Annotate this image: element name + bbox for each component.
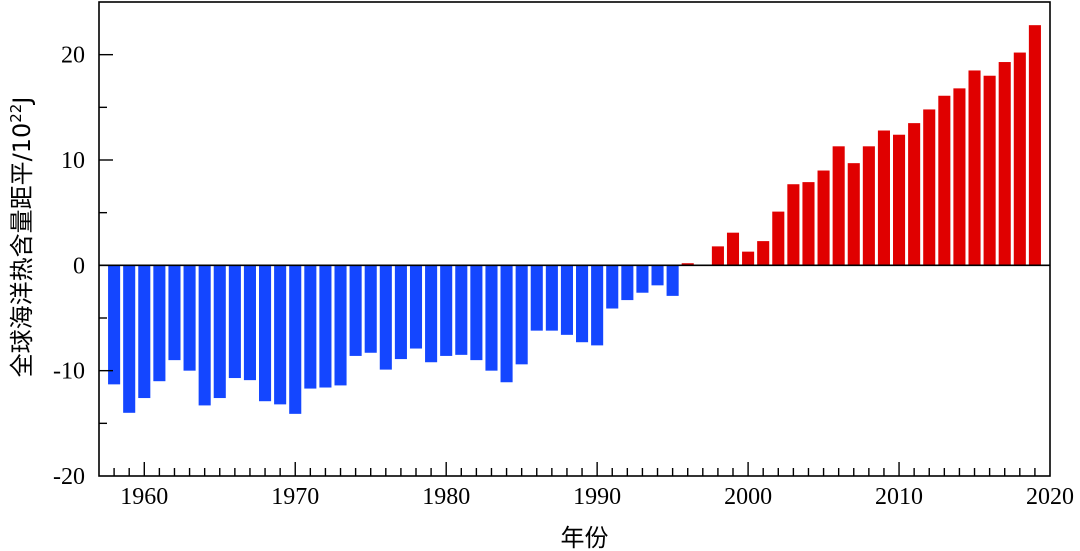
bar-2013 bbox=[938, 95, 951, 266]
bar-1962 bbox=[168, 265, 181, 361]
y-tick-label-0: 0 bbox=[73, 253, 85, 279]
bar-2017 bbox=[998, 62, 1011, 266]
bar-1970 bbox=[289, 265, 302, 414]
bar-1986 bbox=[530, 265, 543, 331]
bar-1979 bbox=[425, 265, 438, 363]
bar-2019 bbox=[1028, 25, 1041, 266]
bar-2003 bbox=[787, 184, 800, 266]
bar-1984 bbox=[500, 265, 513, 383]
plot-frame bbox=[98, 1, 1051, 477]
bar-1989 bbox=[576, 265, 589, 343]
bar-1983 bbox=[485, 265, 498, 371]
bar-1958 bbox=[108, 265, 121, 385]
bar-1982 bbox=[470, 265, 483, 361]
y-tick-label-20: 20 bbox=[61, 43, 85, 69]
x-tick-label-1990: 1990 bbox=[573, 484, 621, 510]
bar-1998 bbox=[711, 246, 724, 266]
bar-1964 bbox=[198, 265, 211, 406]
bar-2010 bbox=[893, 134, 906, 266]
axes-group bbox=[98, 1, 1051, 477]
y-tick-label--10: -10 bbox=[53, 359, 85, 385]
bar-1974 bbox=[349, 265, 362, 356]
bar-2000 bbox=[742, 251, 755, 266]
x-tick-label-1980: 1980 bbox=[422, 484, 470, 510]
bar-2008 bbox=[862, 146, 875, 266]
y-tick-label-10: 10 bbox=[61, 148, 85, 174]
bar-1976 bbox=[379, 265, 392, 370]
bar-1994 bbox=[651, 265, 664, 286]
x-tick-label-2020: 2020 bbox=[1026, 484, 1074, 510]
bar-2018 bbox=[1013, 52, 1026, 266]
bar-1990 bbox=[591, 265, 604, 346]
x-tick-label-1970: 1970 bbox=[271, 484, 319, 510]
bar-1981 bbox=[455, 265, 468, 355]
bar-2015 bbox=[968, 70, 981, 266]
bar-2002 bbox=[772, 211, 785, 266]
bars-group bbox=[108, 25, 1041, 414]
bar-1963 bbox=[183, 265, 196, 371]
bar-1980 bbox=[440, 265, 453, 356]
bar-1992 bbox=[621, 265, 634, 301]
bar-2009 bbox=[877, 130, 890, 266]
bar-1966 bbox=[228, 265, 241, 379]
bar-1975 bbox=[364, 265, 377, 353]
bar-2004 bbox=[802, 182, 815, 266]
bar-1985 bbox=[515, 265, 528, 365]
y-axis-title: 全球海洋热含量距平/1022J bbox=[7, 97, 36, 378]
bar-2014 bbox=[953, 88, 966, 266]
y-tick-label--20: -20 bbox=[53, 464, 85, 490]
bar-1968 bbox=[259, 265, 272, 402]
bar-1972 bbox=[319, 265, 332, 388]
bar-1973 bbox=[334, 265, 347, 386]
y-axis-title-unit: J bbox=[8, 97, 36, 106]
y-axis-title-main: 全球海洋热含量距平/10 bbox=[8, 123, 36, 378]
bar-2011 bbox=[908, 123, 921, 266]
bar-2007 bbox=[847, 163, 860, 266]
bar-1969 bbox=[274, 265, 287, 405]
bar-1988 bbox=[560, 265, 573, 335]
bar-1971 bbox=[304, 265, 317, 389]
x-tick-label-1960: 1960 bbox=[120, 484, 168, 510]
bar-1967 bbox=[243, 265, 256, 381]
bar-1977 bbox=[394, 265, 407, 360]
bar-2006 bbox=[832, 146, 845, 266]
bar-2012 bbox=[923, 109, 936, 266]
bar-1987 bbox=[545, 265, 558, 331]
bar-1965 bbox=[213, 265, 226, 399]
bar-1959 bbox=[123, 265, 136, 413]
bar-2016 bbox=[983, 75, 996, 266]
x-tick-label-2010: 2010 bbox=[875, 484, 923, 510]
bar-1961 bbox=[153, 265, 166, 382]
bar-2005 bbox=[817, 170, 830, 266]
bar-1999 bbox=[726, 232, 740, 266]
bar-1960 bbox=[138, 265, 151, 399]
x-axis-title: 年份 bbox=[561, 524, 609, 551]
bar-1993 bbox=[636, 265, 649, 293]
bar-2001 bbox=[757, 241, 770, 266]
bar-1991 bbox=[606, 265, 619, 309]
labels-group: 1960 1970 1980 1990 2000 2010 2020 -20 -10 0 10 20 年… bbox=[7, 43, 1074, 551]
x-tick-label-2000: 2000 bbox=[724, 484, 772, 510]
y-axis-title-exponent: 22 bbox=[7, 104, 25, 123]
bar-1996 bbox=[681, 263, 694, 266]
bar-1995 bbox=[666, 265, 679, 296]
bar-1978 bbox=[409, 265, 423, 349]
